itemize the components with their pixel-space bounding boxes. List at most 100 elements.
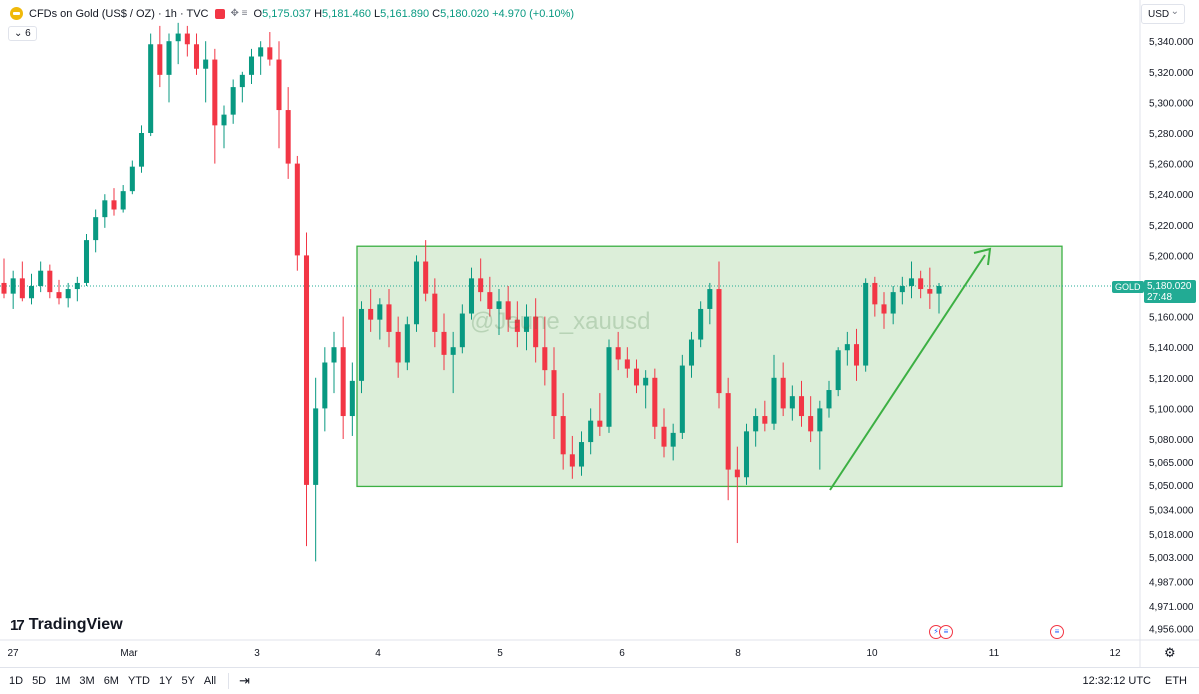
x-tick-label: 3 (254, 648, 260, 659)
x-tick-label: 5 (497, 648, 503, 659)
chart-header: CFDs on Gold (US$ / OZ) · 1h · TVC ✥ ≡ O… (6, 6, 579, 21)
candle-body (230, 87, 236, 115)
candle-body (102, 200, 108, 218)
candle-body (285, 110, 291, 164)
candle-body (468, 278, 475, 314)
candle-body (404, 324, 410, 363)
y-tick-label: 5,120.000 (1149, 374, 1194, 385)
trend-arrow (829, 254, 986, 491)
candle-body (688, 339, 695, 366)
candle-body (93, 217, 99, 241)
candle-body (212, 59, 218, 126)
candle-body (267, 47, 273, 60)
y-tick-label: 5,260.000 (1149, 160, 1194, 171)
candle-body (780, 377, 786, 409)
candle-body (47, 270, 53, 293)
range-5d[interactable]: 5D (32, 675, 47, 687)
candle-body (28, 286, 35, 299)
candle-body (505, 301, 511, 320)
chart-tools-icon[interactable]: ✥ ≡ (230, 8, 248, 19)
y-tick-label: 5,280.000 (1149, 129, 1194, 140)
candle-body (129, 166, 135, 192)
toolbar-divider (228, 673, 230, 689)
y-tick-label: 4,987.000 (1149, 577, 1194, 588)
candle-body (120, 191, 126, 210)
candle-body (413, 261, 420, 325)
candle-body (569, 454, 575, 467)
candle-body (184, 33, 190, 45)
candle-body (221, 114, 227, 126)
candle-body (193, 44, 200, 69)
candle-body (551, 370, 557, 417)
candle-body (349, 380, 355, 417)
flag-icon[interactable] (214, 8, 225, 19)
y-tick-label: 5,140.000 (1149, 343, 1194, 354)
range-5y[interactable]: 5Y (181, 675, 195, 687)
status-area: 12:32:12 UTC ETH (1083, 675, 1187, 687)
session-toggle[interactable]: ETH (1165, 675, 1187, 687)
candle-body (459, 313, 465, 348)
candle-body (303, 255, 310, 485)
candle-body (322, 362, 328, 409)
utc-clock[interactable]: 12:32:12 UTC (1082, 675, 1151, 687)
y-tick-label: 5,034.000 (1149, 505, 1194, 516)
range-6m[interactable]: 6M (103, 675, 119, 687)
indicators-toggle[interactable]: ⌄ 6 (8, 26, 37, 41)
candle-body (74, 282, 80, 290)
gold-symbol-icon (10, 7, 23, 20)
candle-body (423, 261, 429, 294)
candle-body (670, 432, 676, 447)
candle-body (313, 408, 319, 485)
candle-body (239, 74, 245, 88)
y-tick-label: 5,100.000 (1149, 404, 1194, 415)
candle-body (276, 59, 282, 111)
range-1y[interactable]: 1Y (158, 675, 173, 687)
us-flag-icon[interactable]: ≡ (939, 625, 953, 639)
y-tick-label: 5,300.000 (1149, 98, 1194, 109)
candle-body (725, 393, 731, 470)
candle-body (395, 331, 401, 363)
candle-body (368, 308, 374, 320)
bottom-toolbar: 1D 5D 1M 3M 6M YTD 1Y 5Y All ⇥ 12:32:12 … (0, 667, 1199, 694)
y-tick-label: 5,050.000 (1149, 481, 1194, 492)
x-tick-label: 6 (619, 648, 625, 659)
range-3m[interactable]: 3M (79, 675, 95, 687)
range-1m[interactable]: 1M (55, 675, 71, 687)
candle-body (844, 344, 850, 351)
candle-body (698, 308, 704, 340)
symbol-price-label: GOLD (1112, 281, 1144, 293)
candle-body (523, 316, 530, 332)
x-tick-label: 8 (735, 648, 741, 659)
y-tick-label: 5,080.000 (1149, 435, 1194, 446)
watermark-text: @Jeune_xauusd (470, 308, 651, 335)
candle-body (679, 365, 685, 433)
candle-body (441, 331, 447, 355)
trend-arrow-head (973, 247, 992, 266)
y-tick-label: 5,200.000 (1149, 251, 1194, 262)
y-tick-label: 5,160.000 (1149, 313, 1194, 324)
x-tick-label: 4 (375, 648, 381, 659)
settings-gear-icon[interactable]: ⚙ (1164, 645, 1176, 660)
candle-body (432, 293, 438, 332)
range-all[interactable]: All (203, 675, 217, 687)
y-tick-label: 5,003.000 (1149, 553, 1194, 564)
candle-body (533, 316, 539, 348)
candle-body (817, 408, 823, 432)
symbol-title[interactable]: CFDs on Gold (US$ / OZ) · 1h · TVC (29, 7, 209, 20)
candle-body (927, 289, 933, 294)
y-tick-label: 5,065.000 (1149, 458, 1194, 469)
candle-body (83, 240, 90, 283)
currency-selector[interactable]: USD (1141, 4, 1185, 24)
range-ytd[interactable]: YTD (127, 675, 150, 687)
range-1d[interactable]: 1D (9, 675, 24, 687)
candle-body (890, 292, 896, 314)
candle-body (872, 282, 878, 305)
candle-body (826, 390, 832, 409)
candle-body (808, 416, 814, 432)
goto-date-icon[interactable]: ⇥ (239, 673, 251, 688)
us-flag-icon[interactable]: ≡ (1050, 625, 1064, 639)
candle-body (56, 292, 62, 299)
candle-body (248, 56, 255, 75)
y-tick-label: 4,956.000 (1149, 625, 1194, 636)
